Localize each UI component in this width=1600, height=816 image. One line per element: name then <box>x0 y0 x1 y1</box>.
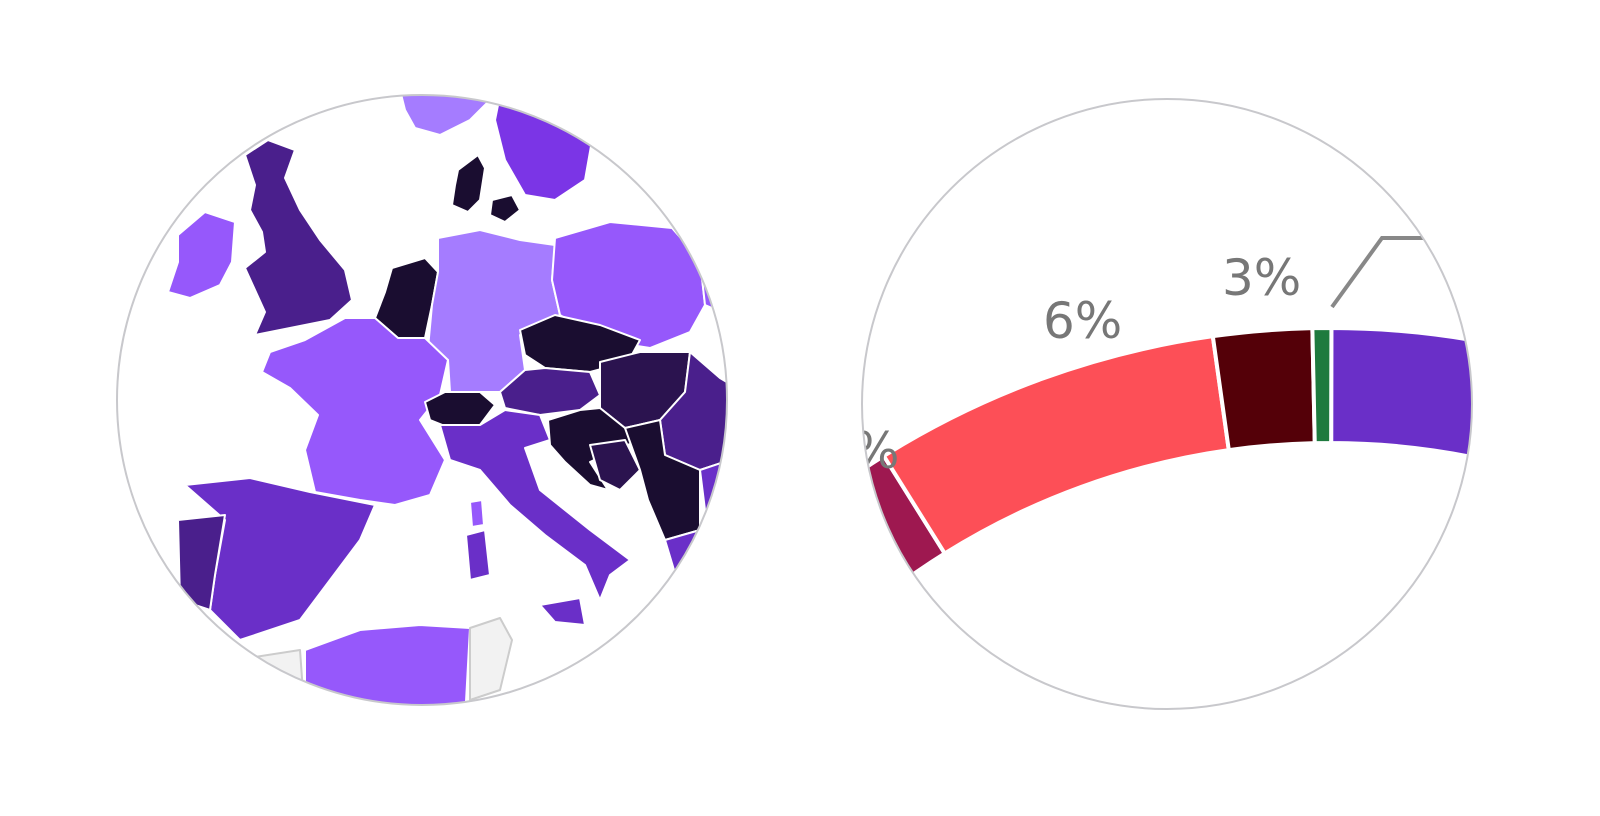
map-region-ireland[interactable] <box>167 211 236 299</box>
map-region-sicily[interactable] <box>539 597 586 626</box>
map-region-poland[interactable] <box>551 221 706 349</box>
donut-frame <box>861 98 1473 710</box>
donut-chart: % 6% 3% <box>852 236 1548 709</box>
donut-label-three: 3% <box>1222 249 1301 307</box>
map-region-baltic[interactable] <box>699 249 740 321</box>
map-region-bosnia[interactable] <box>589 439 641 491</box>
map-region-algeria[interactable] <box>304 624 471 720</box>
map-region-corsica[interactable] <box>469 499 485 528</box>
europe-map <box>167 90 740 720</box>
map-region-france[interactable] <box>261 317 449 506</box>
map-region-norway[interactable] <box>399 90 501 136</box>
map-region-italy[interactable] <box>439 409 631 601</box>
donut-leader-line <box>1330 236 1440 309</box>
donut-segment-1[interactable] <box>881 333 1232 557</box>
donut-segment-4[interactable] <box>1329 325 1548 471</box>
donut-label-six: 6% <box>1043 292 1122 350</box>
map-region-uk[interactable] <box>244 139 353 336</box>
map-region-sweden[interactable] <box>494 95 601 201</box>
donut-label-partial: % <box>852 422 900 480</box>
map-frame <box>116 94 728 706</box>
map-region-morocco[interactable] <box>229 649 306 720</box>
donut-segment-3[interactable] <box>1310 326 1334 446</box>
map-region-sardinia[interactable] <box>465 529 491 581</box>
map-region-greece[interactable] <box>664 529 711 591</box>
map-region-switzerland[interactable] <box>424 391 496 429</box>
map-region-tunisia[interactable] <box>469 617 513 701</box>
donut-segment-2[interactable] <box>1210 326 1317 453</box>
map-region-denmark[interactable] <box>451 154 521 223</box>
